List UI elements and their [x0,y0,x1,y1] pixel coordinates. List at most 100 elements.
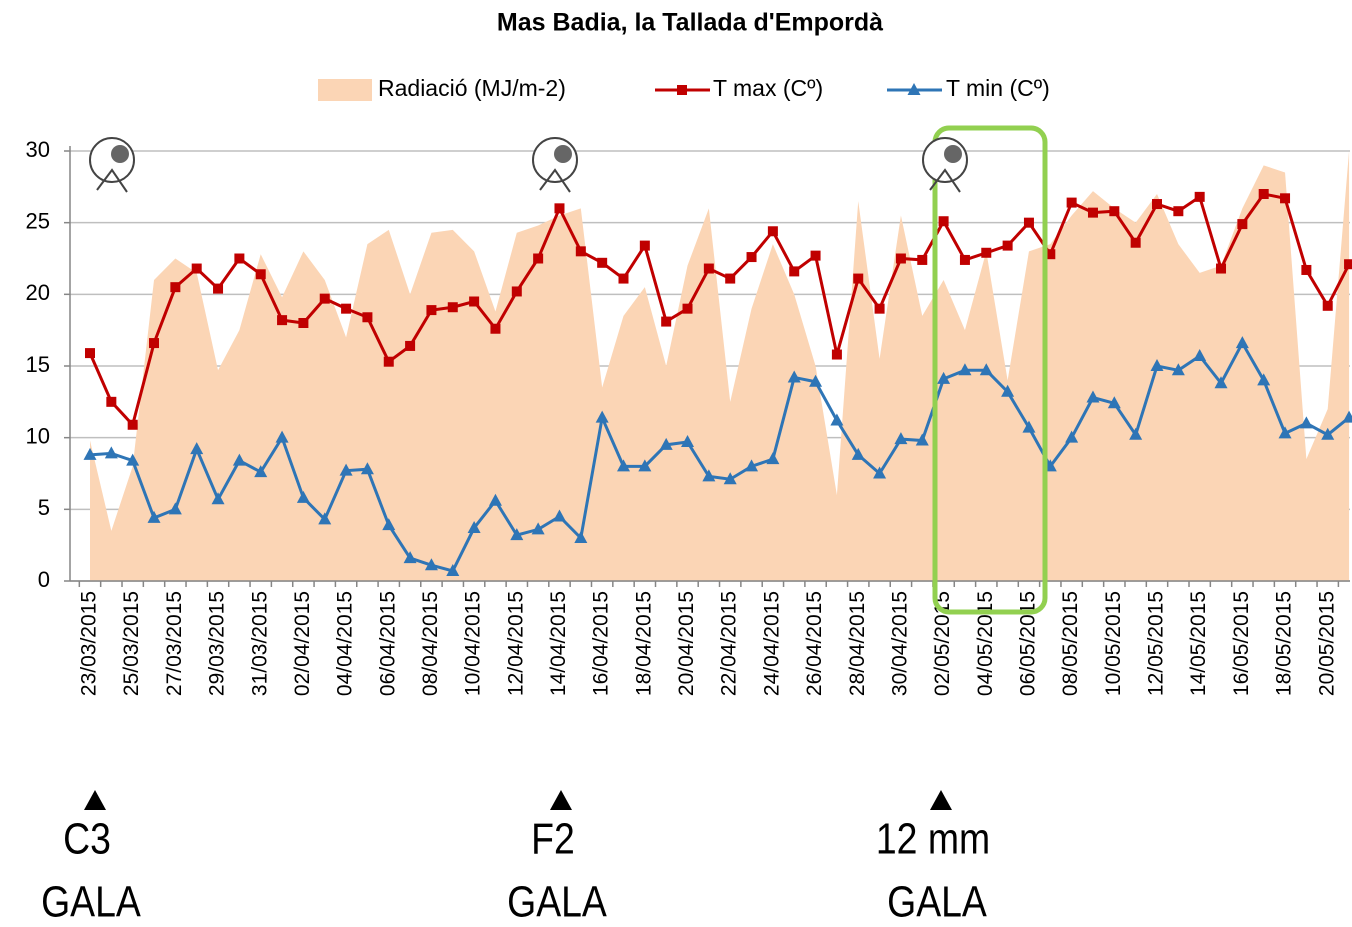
marker [723,472,737,485]
stage-icon [111,145,129,163]
marker [1322,300,1333,311]
marker [232,453,246,466]
marker [787,370,801,383]
marker [510,528,524,541]
marker [426,305,437,316]
x-tick-label: 23/03/2015 [78,591,101,696]
marker [83,447,97,460]
marker [617,459,630,472]
marker [1066,197,1077,208]
stage-icon [929,168,961,193]
y-tick-label: 30 [26,137,50,162]
x-tick-label: 28/04/2015 [846,591,869,696]
marker [447,302,458,313]
stage-icon [96,168,128,193]
marker [1129,427,1143,440]
stage-arrow [930,790,952,810]
marker [831,349,842,360]
marker [1321,427,1335,440]
marker [595,410,609,423]
marker [85,348,95,359]
marker [1280,193,1291,204]
x-tick-label: 14/05/2015 [1187,591,1210,696]
x-tick-label: 18/05/2015 [1273,591,1296,696]
x-tick-label: 30/04/2015 [888,591,911,696]
x-tick-label: 25/03/2015 [120,591,143,696]
marker [638,459,652,472]
stage-arrow [84,790,106,810]
marker [469,296,480,307]
marker [170,282,181,293]
marker [1109,206,1120,217]
x-tick-label: 16/04/2015 [590,591,613,696]
marker [853,273,864,284]
legend-label: Radiació (MJ/m-2) [378,75,566,101]
marker [362,312,373,323]
marker [191,263,202,274]
marker [213,283,224,294]
x-tick-label: 04/04/2015 [334,591,357,696]
marker [360,462,374,475]
marker [1257,373,1271,386]
marker [725,273,736,284]
x-tick-label: 16/05/2015 [1230,591,1253,696]
marker [1342,410,1352,423]
marker [1087,207,1098,218]
stage-icon [554,145,572,163]
x-tick-label: 10/05/2015 [1102,591,1125,696]
marker [403,551,417,564]
marker [488,493,502,506]
marker [490,323,501,334]
marker [1194,191,1205,202]
marker [915,433,929,446]
marker [467,520,481,533]
marker [424,558,438,571]
marker [1193,348,1207,361]
marker [533,253,544,264]
x-tick-label: 14/04/2015 [547,591,570,696]
x-tick-label: 02/04/2015 [291,591,314,696]
marker [830,413,844,426]
marker [1001,384,1015,397]
marker [682,303,693,314]
marker [383,356,394,367]
marker [874,303,885,314]
marker [1086,390,1100,403]
marker [1299,416,1313,429]
stage-label: C3 [63,814,111,864]
marker [1107,396,1121,409]
marker [382,518,396,531]
marker [126,453,140,466]
x-tick-label: 04/05/2015 [974,591,997,696]
marker [873,466,887,479]
stage-label: F2 [531,814,575,864]
marker [318,512,332,525]
marker [1002,240,1013,251]
x-tick-label: 22/04/2015 [718,591,741,696]
marker [703,263,714,274]
marker [127,419,138,430]
marker [1173,206,1184,217]
marker [1278,426,1292,439]
marker [767,226,778,237]
marker [147,510,161,523]
marker [254,465,268,478]
marker [894,432,908,445]
marker [296,490,310,503]
legend-swatch [318,79,372,101]
x-tick-label: 18/04/2015 [632,591,655,696]
marker [789,266,800,277]
marker [745,459,759,472]
marker [104,446,118,459]
marker [1216,263,1227,274]
stage-icon [89,137,135,183]
y-tick-label: 5 [38,495,50,520]
marker [341,303,352,314]
marker [1258,189,1269,199]
marker [106,396,117,407]
marker [168,502,182,515]
x-tick-label: 24/04/2015 [760,591,783,696]
x-tick-label: 08/05/2015 [1059,591,1082,696]
marker [234,253,245,264]
stage-icon [532,137,578,183]
